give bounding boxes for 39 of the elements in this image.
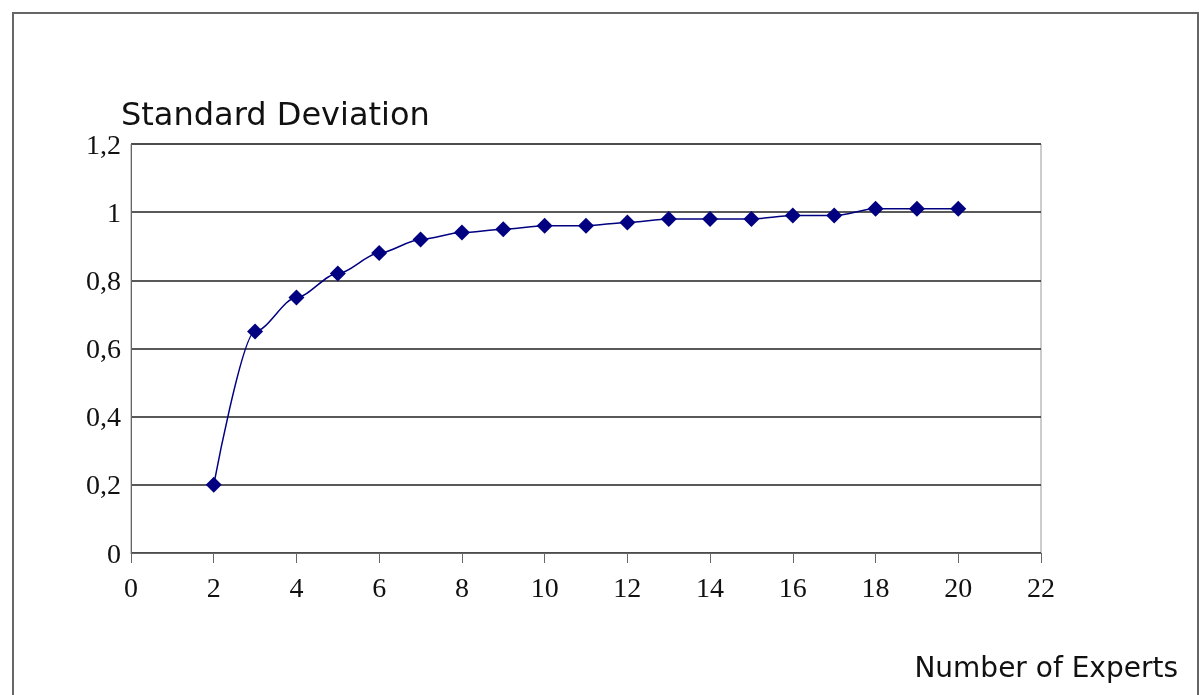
point: [495, 221, 512, 238]
point: [329, 265, 346, 282]
point: [826, 207, 843, 224]
x-tick-label: 14: [696, 571, 725, 603]
point: [453, 224, 470, 241]
y-axis-title: Standard Deviation: [121, 95, 430, 134]
x-tick-label: 22: [1027, 571, 1055, 603]
point: [371, 245, 388, 262]
y-tick-label: 1,2: [86, 128, 121, 160]
point: [288, 289, 305, 306]
x-tick-label: 20: [944, 571, 973, 603]
point: [619, 214, 636, 231]
point: [660, 210, 677, 227]
point: [950, 200, 967, 217]
point: [702, 210, 719, 227]
x-tick-label: 4: [289, 571, 304, 603]
x-tick-label: 16: [778, 571, 807, 603]
x-tick-label: 18: [861, 571, 890, 603]
x-tick-label: 6: [372, 571, 387, 603]
y-tick-label: 0,4: [86, 401, 121, 433]
point: [536, 217, 553, 234]
y-tick-label: 0: [107, 537, 121, 569]
point: [784, 207, 801, 224]
y-tick-label: 0,6: [86, 333, 121, 364]
y-tick-label: 1: [107, 196, 121, 228]
x-tick-label: 2: [206, 571, 221, 603]
point: [412, 231, 429, 248]
x-axis-title: Number of Experts: [914, 650, 1178, 684]
point: [743, 210, 760, 227]
point: [205, 476, 222, 493]
point: [908, 200, 925, 217]
x-tick-label: 8: [454, 571, 469, 603]
y-tick-label: 0,2: [86, 469, 121, 501]
x-tick-label: 12: [613, 571, 642, 603]
point: [247, 323, 264, 340]
point: [867, 200, 884, 217]
point: [578, 217, 594, 234]
y-tick-label: 0,8: [86, 264, 121, 296]
x-tick-label: 10: [530, 571, 559, 603]
